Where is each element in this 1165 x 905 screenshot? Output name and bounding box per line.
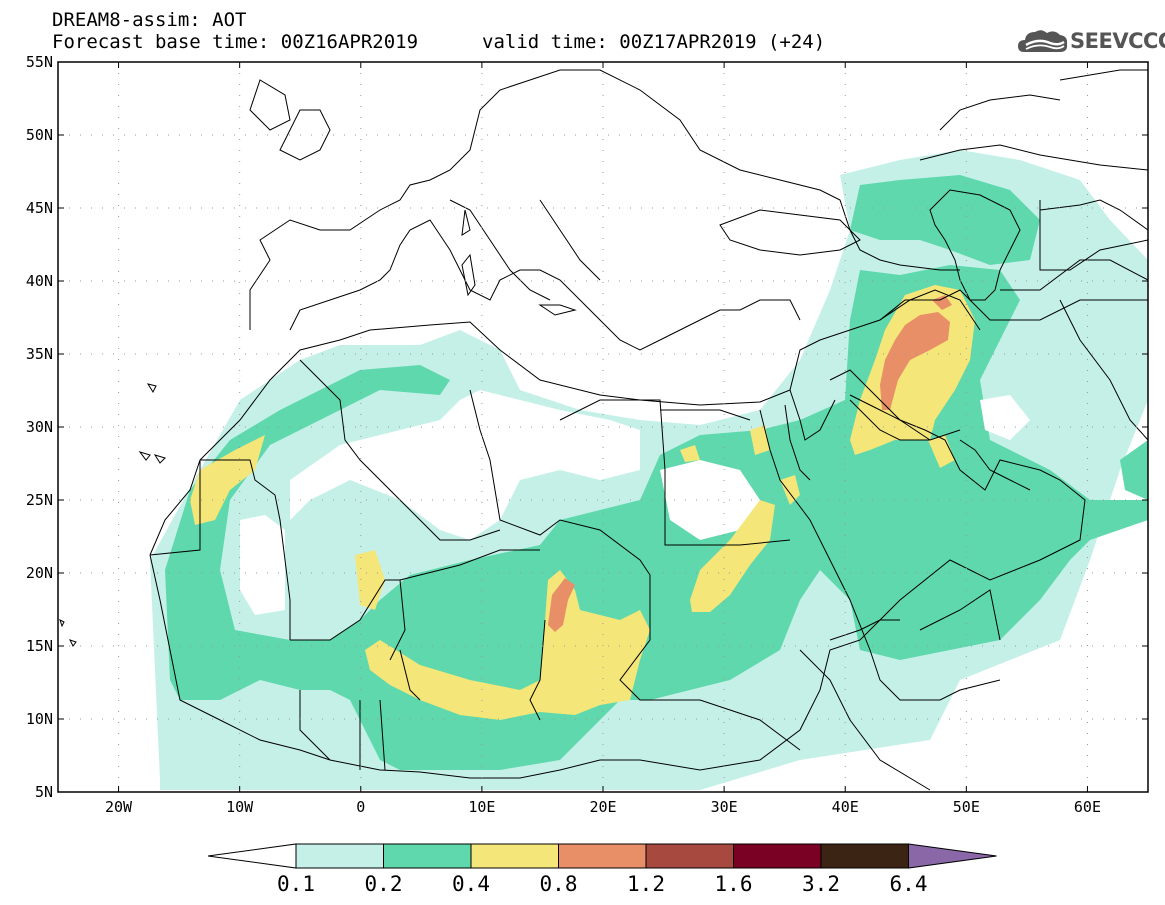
colorbar-level-label: 0.1 bbox=[277, 872, 315, 896]
lon-label: 40E bbox=[832, 798, 859, 816]
colorbar-box bbox=[820, 843, 909, 869]
graticule bbox=[58, 62, 1148, 792]
colorbar-level-label: 6.4 bbox=[890, 872, 928, 896]
aot-low-holes bbox=[240, 390, 1030, 615]
colorbar-box bbox=[295, 843, 384, 869]
colorbar-boxes bbox=[207, 843, 997, 869]
lat-label: 10N bbox=[26, 710, 53, 728]
seevccc-logo: SEEVCCC bbox=[1016, 24, 1165, 58]
latitude-labels: 55N 50N 45N 40N 35N 30N 25N 20N 15N 10N 5N bbox=[26, 53, 53, 801]
lat-label: 45N bbox=[26, 199, 53, 217]
cloud-icon bbox=[1018, 30, 1068, 52]
coastlines bbox=[59, 69, 1148, 791]
lon-label: 10E bbox=[468, 798, 495, 816]
axis-ticks bbox=[58, 61, 1148, 793]
lon-label: 20W bbox=[105, 798, 133, 816]
lon-label: 30E bbox=[711, 798, 738, 816]
lon-label: 0 bbox=[356, 798, 365, 816]
lat-label: 30N bbox=[26, 418, 53, 436]
map-title: DREAM8-assim: AOT bbox=[52, 9, 247, 31]
colorbar-box bbox=[558, 843, 647, 869]
colorbar-box bbox=[645, 843, 734, 869]
logo-text: SEEVCCC bbox=[1070, 29, 1165, 53]
colorbar-level-label: 3.2 bbox=[802, 872, 840, 896]
lon-label: 10W bbox=[226, 798, 254, 816]
lon-label: 50E bbox=[953, 798, 980, 816]
colorbar-box bbox=[383, 843, 472, 869]
valid-time: valid time: 00Z17APR2019 (+24) bbox=[482, 31, 826, 53]
aot-level-0.8 bbox=[548, 295, 952, 632]
longitude-labels: 20W 10W 0 10E 20E 30E 40E 50E 60E bbox=[105, 798, 1101, 816]
lon-label: 20E bbox=[589, 798, 616, 816]
colorbar-level-label: 1.2 bbox=[627, 872, 665, 896]
lat-label: 55N bbox=[26, 53, 53, 71]
colorbar-level-label: 0.4 bbox=[452, 872, 490, 896]
colorbar-box bbox=[733, 843, 822, 869]
colorbar-level-label: 1.6 bbox=[715, 872, 753, 896]
lat-label: 25N bbox=[26, 491, 53, 509]
lat-label: 35N bbox=[26, 345, 53, 363]
colorbar-level-label: 0.2 bbox=[365, 872, 403, 896]
colorbar-under-arrow bbox=[207, 843, 297, 869]
colorbar-over-arrow bbox=[908, 843, 997, 869]
colorbar-labels: 0.1 0.2 0.4 0.8 1.2 1.6 3.2 6.4 bbox=[277, 872, 927, 896]
forecast-base-time: Forecast base time: 00Z16APR2019 bbox=[52, 31, 419, 53]
lat-label: 20N bbox=[26, 564, 53, 582]
lat-label: 15N bbox=[26, 637, 53, 655]
lat-label: 40N bbox=[26, 272, 53, 290]
aot-field bbox=[150, 150, 1148, 790]
colorbar-level-label: 0.8 bbox=[540, 872, 578, 896]
lat-label: 5N bbox=[35, 783, 53, 801]
lat-label: 50N bbox=[26, 126, 53, 144]
colorbar-box bbox=[470, 843, 559, 869]
lon-label: 60E bbox=[1074, 798, 1101, 816]
